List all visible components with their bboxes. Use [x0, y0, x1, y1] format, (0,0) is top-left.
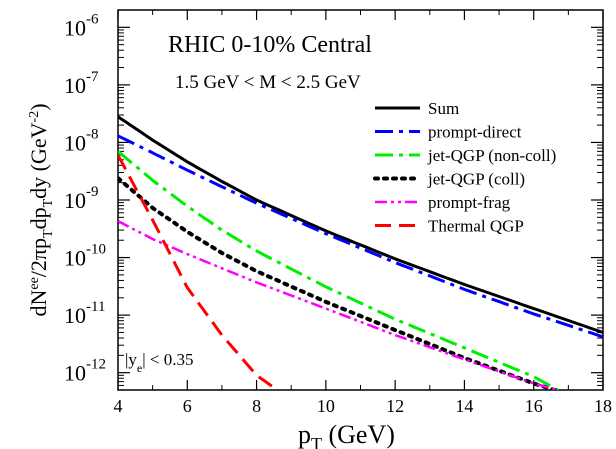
series-line-5 [118, 154, 279, 390]
y-tick-label: 10-12 [64, 357, 106, 386]
x-tick-label: 10 [317, 396, 335, 416]
x-tick-label: 16 [525, 396, 543, 416]
y-tick-label: 10-10 [64, 242, 106, 271]
plot-frame [117, 9, 604, 391]
y-axis-label: dNee/2πpTdpTdy (GeV-2) [26, 103, 56, 316]
plot-area [117, 9, 604, 391]
x-tick-label: 18 [594, 396, 612, 416]
series-line-3 [118, 176, 557, 390]
y-tick-label: 10-11 [64, 299, 105, 328]
x-axis-label: pT (GeV) [298, 420, 395, 449]
legend-label: prompt-frag [428, 193, 511, 212]
x-tick-label: 4 [114, 396, 123, 416]
chart-title: RHIC 0-10% Central [168, 32, 372, 58]
y-tick-exponent: -12 [86, 357, 106, 373]
y-tick-exponent: -6 [86, 11, 99, 27]
series-line-4 [118, 219, 559, 390]
y-tick-label: 10-6 [64, 11, 99, 40]
y-tick-label: 10-7 [64, 69, 99, 98]
y-tick-label: 10-9 [64, 184, 99, 213]
axis-ticks: 4 6 8 10 12 14 16 18 10-12 10-11 10-10 10-9 10-8 10-7… [64, 9, 612, 416]
chart-subtitle: 1.5 GeV < M < 2.5 GeV [175, 72, 361, 93]
rapidity-annotation: |ye| < 0.35 [125, 350, 193, 375]
legend: Sum prompt-direct jet-QGP (non-coll) jet-QG… [373, 99, 556, 236]
y-tick-exponent: -10 [86, 242, 106, 258]
y-tick-exponent: -7 [86, 69, 99, 85]
y-tick-exponent: -11 [86, 299, 105, 315]
legend-label: Sum [428, 99, 459, 118]
series-line-1 [118, 134, 603, 339]
y-tick-exponent: -8 [86, 126, 99, 142]
legend-label: prompt-direct [428, 123, 522, 142]
x-tick-label: 6 [183, 396, 192, 416]
x-tick-label: 8 [252, 396, 261, 416]
series-line-0 [118, 115, 603, 334]
legend-label: jet-QGP (coll) [427, 170, 525, 189]
x-tick-label: 12 [386, 396, 404, 416]
legend-label: jet-QGP (non-coll) [427, 146, 556, 165]
y-tick-label: 10-8 [64, 126, 99, 155]
series-line-2 [118, 150, 559, 390]
y-tick-exponent: -9 [86, 184, 99, 200]
series-lines [118, 115, 603, 390]
legend-label: Thermal QGP [428, 217, 524, 236]
x-tick-label: 14 [455, 396, 473, 416]
